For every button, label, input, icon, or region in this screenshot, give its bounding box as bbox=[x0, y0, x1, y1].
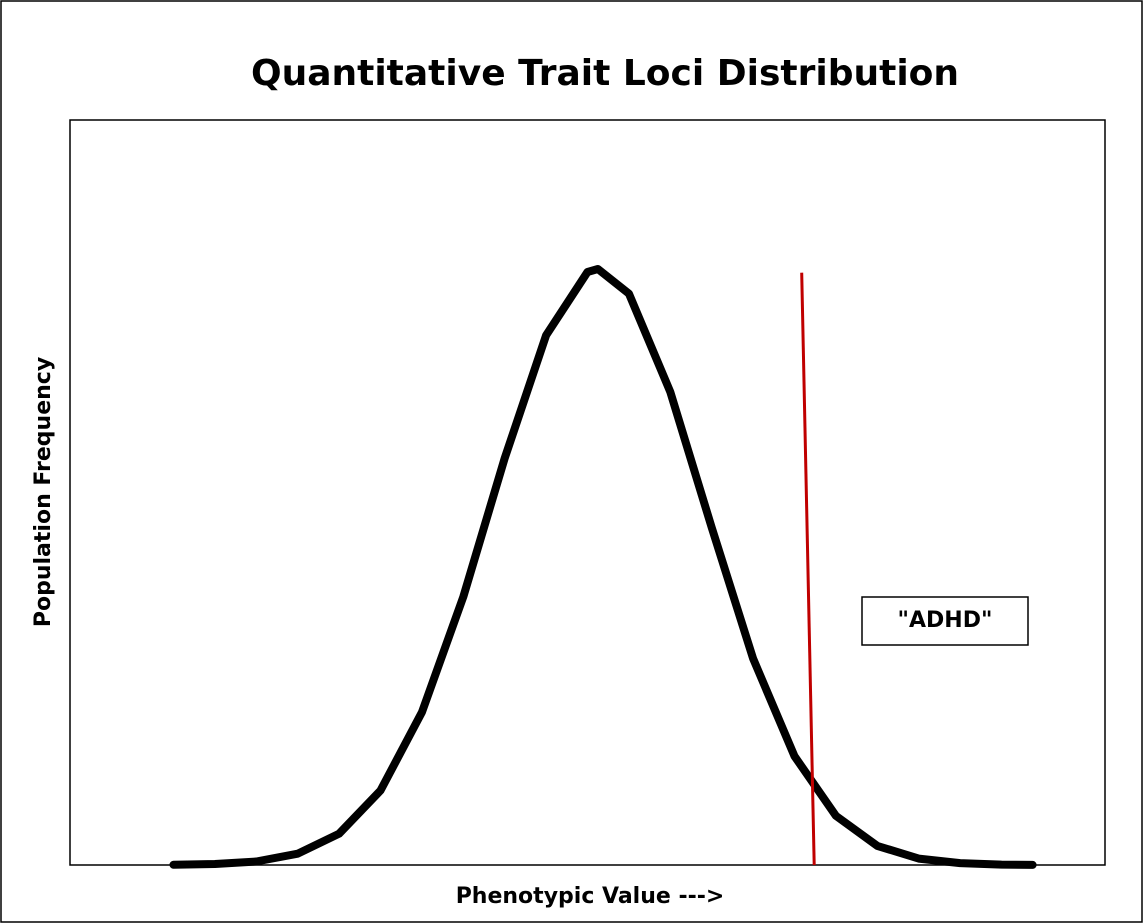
threshold-line bbox=[800, 272, 816, 866]
plot-area bbox=[69, 119, 1106, 866]
annotation-box bbox=[861, 596, 1029, 646]
x-axis-label: Phenotypic Value ---> bbox=[456, 884, 725, 909]
distribution-curve bbox=[169, 265, 1037, 869]
annotation: "ADHD" bbox=[898, 608, 993, 633]
chart-title: Quantitative Trait Loci Distribution bbox=[251, 53, 959, 94]
y-axis-label: Population Frequency bbox=[31, 357, 56, 627]
